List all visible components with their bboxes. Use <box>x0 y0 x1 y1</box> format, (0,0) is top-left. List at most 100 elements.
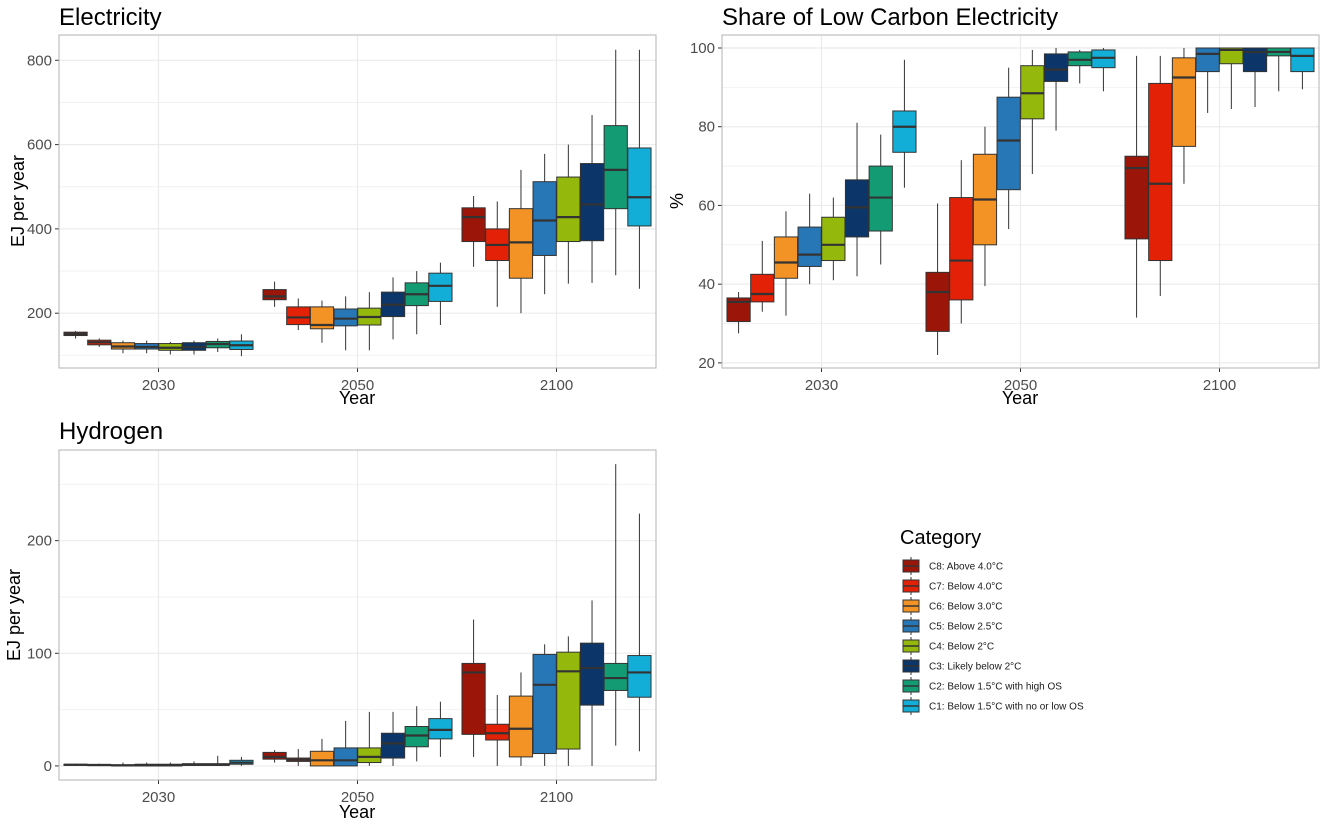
box-2-2030 <box>773 211 799 316</box>
box-3-2100 <box>532 153 557 295</box>
y-tick-label: 200 <box>27 533 52 550</box>
box-3-2050 <box>333 296 358 351</box>
legend-item: C1: Below 1.5°C with no or low OS <box>902 697 1084 715</box>
box-4-2100 <box>556 144 581 284</box>
legend-item: C7: Below 4.0°C <box>902 577 1002 595</box>
box-7-2050 <box>428 262 453 326</box>
legend-item: C6: Below 3.0°C <box>902 597 1002 615</box>
low-carbon-title: Share of Low Carbon Electricity <box>722 4 1058 31</box>
box-2-2100 <box>508 672 534 766</box>
box-2-2030 <box>110 340 136 354</box>
box-6-2050 <box>1067 49 1092 84</box>
box-6-2050 <box>404 706 429 762</box>
low-carbon-plot: 20 40 60 80 100 2030 2050 2100 <box>690 34 1320 394</box>
box-body <box>428 718 453 740</box>
x-tick-label: 2050 <box>341 789 374 806</box>
y-tick-label: 100 <box>690 40 715 57</box>
box-4-2100 <box>1219 47 1244 109</box>
legend-label: C4: Below 2°C <box>929 642 994 653</box>
box-body <box>556 651 581 750</box>
box-body <box>461 207 486 243</box>
box-body <box>333 747 358 767</box>
box-body <box>461 662 486 735</box>
box-body <box>532 653 557 755</box>
y-tick-label: 400 <box>27 221 52 238</box>
box-body <box>750 273 775 303</box>
y-tick-label: 100 <box>27 645 52 662</box>
legend-item: C5: Below 2.5°C <box>902 617 1002 635</box>
x-tick-label: 2030 <box>142 377 175 394</box>
box-body <box>949 197 974 301</box>
box-0-2050 <box>262 750 287 763</box>
box-body <box>1242 47 1268 73</box>
box-body <box>485 723 510 741</box>
y-tick-label: 40 <box>698 276 715 293</box>
box-body <box>1171 57 1197 147</box>
legend-item: C4: Below 2°C <box>902 637 994 655</box>
box-body <box>309 750 335 767</box>
hydrogen-plot: 0 100 200 2030 2050 2100 <box>27 449 657 806</box>
x-tick-label: 2050 <box>1004 377 1037 394</box>
x-tick-label: 2050 <box>341 377 374 394</box>
box-body <box>556 176 581 243</box>
box-6-2050 <box>404 271 429 335</box>
electricity-ylabel: EJ per year <box>8 155 28 247</box>
electricity-xlabel: Year <box>339 388 375 408</box>
box-2-2050 <box>972 126 998 287</box>
box-body <box>821 216 846 262</box>
low-carbon-panel: Share of Low Carbon Electricity 20 40 60 80… <box>667 4 1320 408</box>
box-4-2100 <box>556 636 581 766</box>
y-tick-label: 60 <box>698 197 715 214</box>
box-body <box>1043 53 1069 82</box>
box-body <box>627 147 652 227</box>
x-tick-label: 2100 <box>540 789 573 806</box>
box-5-2030 <box>181 340 207 355</box>
box-7-2050 <box>428 701 453 757</box>
box-1-2100 <box>1148 55 1173 296</box>
box-2-2050 <box>309 738 335 767</box>
legend-label: C7: Below 4.0°C <box>929 582 1002 593</box>
box-4-2050 <box>357 292 382 351</box>
box-0-2030 <box>63 330 88 339</box>
legend-label: C5: Below 2.5°C <box>929 622 1002 633</box>
legend-label: C8: Above 4.0°C <box>929 562 1003 573</box>
box-5-2100 <box>579 115 605 283</box>
hydrogen-ylabel: EJ per year <box>4 569 24 661</box>
legend-label: C2: Below 1.5°C with high OS <box>929 682 1062 693</box>
box-6-2100 <box>1266 47 1291 92</box>
box-body <box>996 96 1021 191</box>
box-5-2050 <box>380 277 406 340</box>
box-body <box>726 297 751 323</box>
box-body <box>262 751 287 760</box>
box-6-2100 <box>603 464 628 746</box>
y-tick-label: 0 <box>44 758 52 775</box>
x-tick-label: 2030 <box>142 789 175 806</box>
box-7-2100 <box>627 513 652 752</box>
box-1-2050 <box>286 749 311 766</box>
box-body <box>286 306 311 326</box>
box-body <box>262 289 287 301</box>
box-6-2100 <box>603 49 628 276</box>
box-body <box>357 747 382 764</box>
hydrogen-title: Hydrogen <box>59 418 163 445</box>
box-body <box>428 272 453 302</box>
box-body <box>404 726 429 748</box>
legend-title: Category <box>900 527 981 549</box>
legend-label: C3: Likely below 2°C <box>929 662 1021 673</box>
hydrogen-xlabel: Year <box>339 802 375 822</box>
legend-label: C6: Below 3.0°C <box>929 602 1002 613</box>
box-2-2050 <box>309 300 335 343</box>
box-0-2050 <box>262 281 287 307</box>
box-4-2030 <box>821 197 846 281</box>
panel-border <box>58 34 657 369</box>
panel-border <box>58 449 657 781</box>
hydrogen-panel: Hydrogen 0 100 200 2030 2050 2100 Year EJ per… <box>4 418 657 822</box>
box-body <box>892 110 917 153</box>
box-1-2030 <box>87 338 112 347</box>
box-0-2100 <box>461 196 486 267</box>
box-1-2050 <box>949 160 974 324</box>
box-body <box>532 181 557 256</box>
x-tick-label: 2100 <box>540 377 573 394</box>
box-1-2030 <box>750 240 775 312</box>
